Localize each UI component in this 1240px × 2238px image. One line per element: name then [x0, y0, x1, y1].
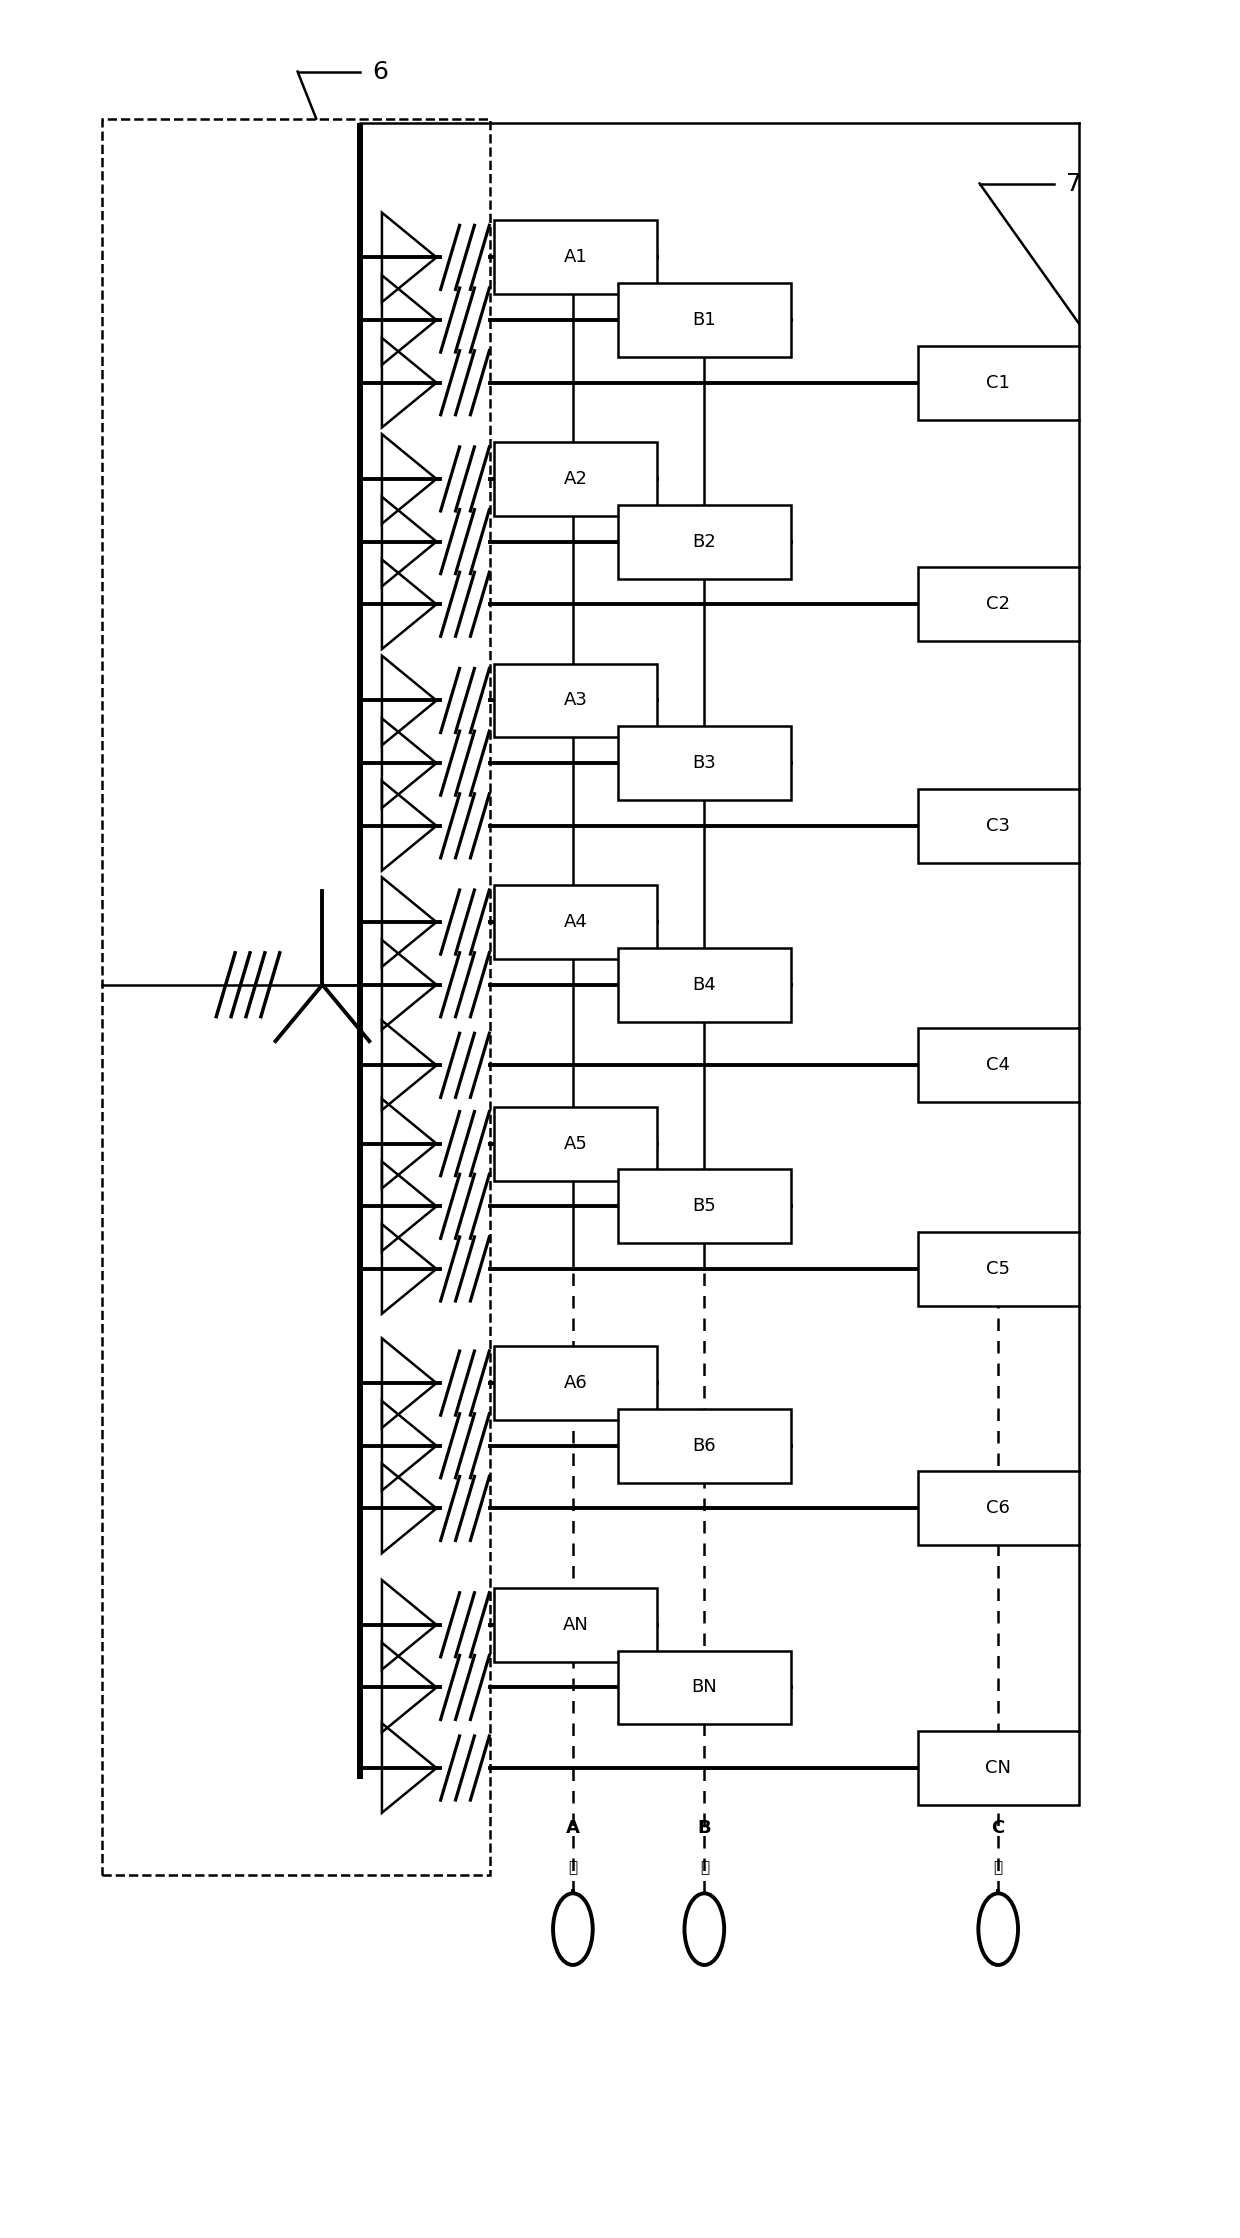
Bar: [618, 1410, 791, 1484]
Text: C1: C1: [986, 374, 1011, 392]
Bar: [494, 1589, 657, 1661]
Text: A: A: [565, 1819, 580, 1837]
Text: 7: 7: [1066, 172, 1083, 195]
Text: C5: C5: [986, 1260, 1011, 1278]
Text: 相: 相: [568, 1860, 578, 1875]
Text: CN: CN: [986, 1759, 1011, 1777]
Bar: [494, 1108, 657, 1182]
Text: B: B: [698, 1819, 711, 1837]
Text: A5: A5: [563, 1135, 588, 1153]
Text: A3: A3: [563, 692, 588, 709]
Text: B6: B6: [692, 1437, 717, 1455]
Text: A6: A6: [563, 1374, 588, 1392]
Bar: [918, 345, 1079, 421]
Text: A1: A1: [563, 248, 588, 266]
Bar: [618, 725, 791, 799]
Text: AN: AN: [563, 1616, 588, 1634]
Text: BN: BN: [692, 1678, 717, 1696]
Bar: [618, 1168, 791, 1244]
Bar: [494, 443, 657, 515]
Text: 相: 相: [699, 1860, 709, 1875]
Text: C4: C4: [986, 1056, 1011, 1074]
Bar: [918, 788, 1079, 862]
Text: 6: 6: [372, 60, 388, 83]
Bar: [618, 1652, 791, 1723]
Text: C6: C6: [986, 1499, 1011, 1517]
Bar: [918, 566, 1079, 640]
Bar: [494, 1347, 657, 1421]
Text: B4: B4: [692, 976, 717, 994]
Text: A4: A4: [563, 913, 588, 931]
Bar: [918, 1732, 1079, 1804]
Text: B2: B2: [692, 533, 717, 551]
Bar: [102, 119, 490, 1875]
Text: B1: B1: [692, 311, 717, 329]
Text: B5: B5: [692, 1197, 717, 1215]
Bar: [918, 1027, 1079, 1101]
Text: C3: C3: [986, 817, 1011, 835]
Text: A2: A2: [563, 470, 588, 488]
Text: 相: 相: [993, 1860, 1003, 1875]
Text: B3: B3: [692, 754, 717, 772]
Text: C: C: [992, 1819, 1004, 1837]
Bar: [618, 284, 791, 356]
Bar: [494, 662, 657, 736]
Bar: [618, 504, 791, 577]
Bar: [494, 219, 657, 293]
Bar: [618, 947, 791, 1021]
Bar: [918, 1231, 1079, 1307]
Bar: [918, 1473, 1079, 1546]
Text: C2: C2: [986, 595, 1011, 613]
Bar: [494, 884, 657, 958]
